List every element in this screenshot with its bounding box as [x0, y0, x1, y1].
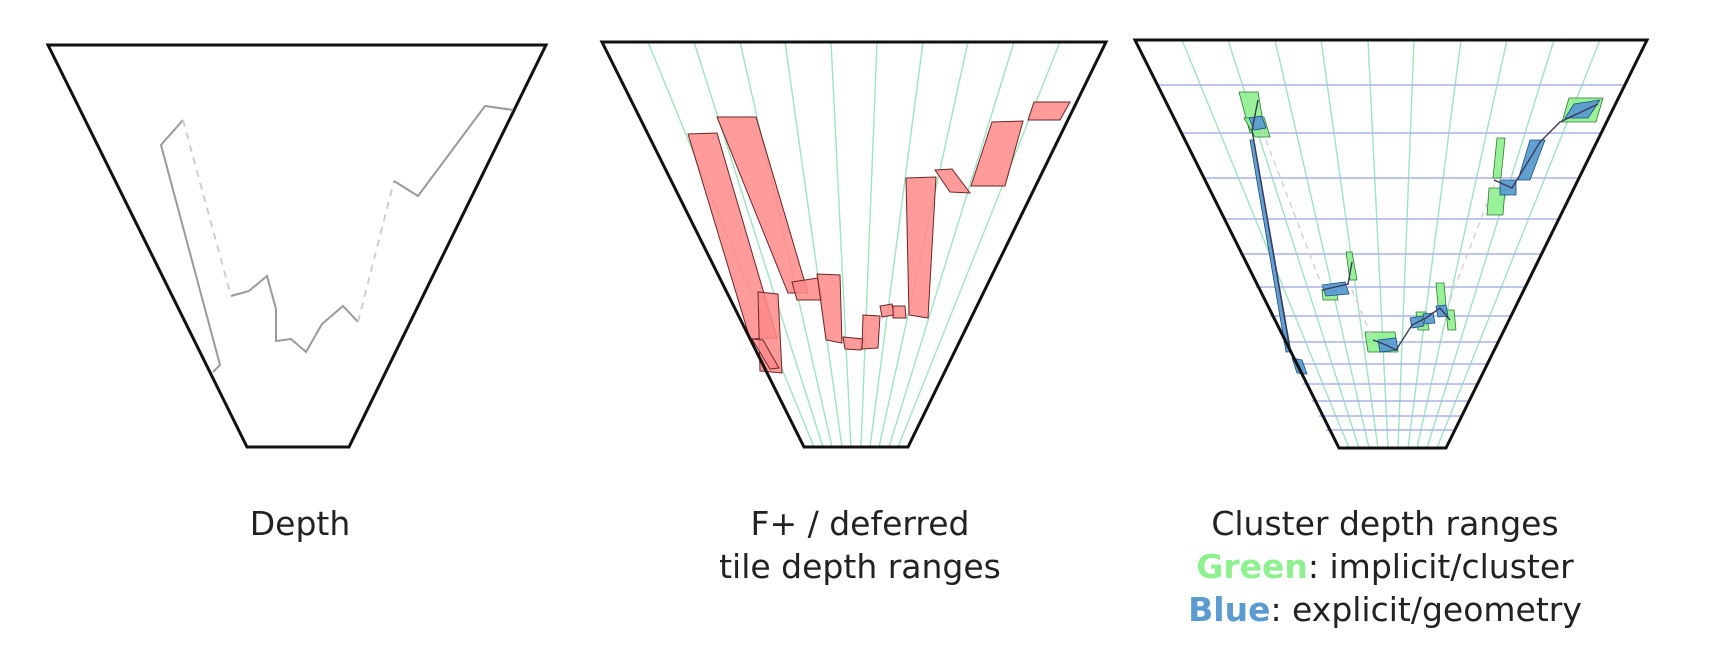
cluster-frustum-fill — [1135, 40, 1647, 448]
tile-range-9 — [892, 305, 907, 319]
tile-range-5 — [816, 273, 843, 344]
cluster-surface-gap-3 — [1449, 184, 1495, 301]
legend-implicit-label: Green — [1196, 547, 1308, 586]
explicit-geometry-10 — [1517, 139, 1546, 181]
depth-curve-left — [159, 119, 222, 373]
cluster-caption-title: Cluster depth ranges — [1211, 504, 1559, 543]
cluster-surface-right — [1493, 103, 1599, 189]
depth-curve-bottom — [275, 304, 359, 354]
depth-gap-2 — [357, 180, 395, 323]
cluster-surface-middle — [1321, 261, 1353, 291]
legend-explicit: Blue: explicit/geometry — [1160, 588, 1610, 631]
implicit-cluster-7 — [1435, 282, 1447, 307]
legend-explicit-label: Blue — [1188, 590, 1271, 629]
cluster-surface-gap-2 — [1351, 289, 1374, 341]
depth-gap-1 — [182, 119, 232, 297]
implicit-cluster-8 — [1445, 309, 1457, 331]
cluster-panel — [1132, 38, 1650, 450]
implicit-cluster-10 — [1492, 137, 1506, 179]
legend-implicit: Green: implicit/cluster — [1160, 545, 1610, 588]
cluster-surface-bottom — [1372, 307, 1451, 351]
tile-depth-ranges — [687, 101, 1071, 374]
tile-frustum-lines — [647, 41, 1061, 448]
cluster-caption: Cluster depth ranges Green: implicit/clu… — [1160, 502, 1610, 631]
depth-curve-right — [393, 104, 514, 198]
cluster-surface-gap-1 — [1261, 129, 1323, 287]
depth-curve-middle — [230, 274, 277, 310]
depth-panel — [45, 43, 549, 449]
depth-caption-line: Depth — [249, 504, 351, 543]
cluster-frustum — [1132, 38, 1650, 450]
tile-caption-line-1: F+ / deferred — [750, 504, 970, 543]
tile-range-7 — [861, 314, 881, 350]
tile-caption: F+ / deferred tile depth ranges — [690, 502, 1030, 588]
explicit-geometry-11 — [1564, 99, 1601, 119]
tile-range-6 — [842, 336, 865, 351]
cluster-surface — [1251, 99, 1599, 351]
tile-range-10 — [905, 176, 937, 319]
cluster-grid-vertical — [1181, 39, 1601, 449]
legend-explicit-text: : explicit/geometry — [1270, 590, 1582, 629]
depth-caption: Depth — [130, 502, 470, 545]
explicit-geometry-7 — [1422, 312, 1436, 325]
tile-range-12 — [970, 120, 1024, 187]
tile-caption-line-2: tile depth ranges — [719, 547, 1001, 586]
depth-frustum — [45, 43, 549, 449]
tile-frustum — [599, 40, 1109, 449]
tile-panel — [599, 40, 1109, 449]
tile-range-8 — [879, 303, 895, 318]
tile-range-14 — [751, 338, 780, 370]
tile-range-13 — [1027, 101, 1071, 121]
tile-frustum-fill — [602, 42, 1106, 447]
cluster-surface-left — [1251, 99, 1291, 351]
tile-range-11 — [934, 168, 972, 194]
legend-implicit-text: : implicit/cluster — [1307, 547, 1574, 586]
explicit-geometry-9 — [1499, 179, 1517, 196]
